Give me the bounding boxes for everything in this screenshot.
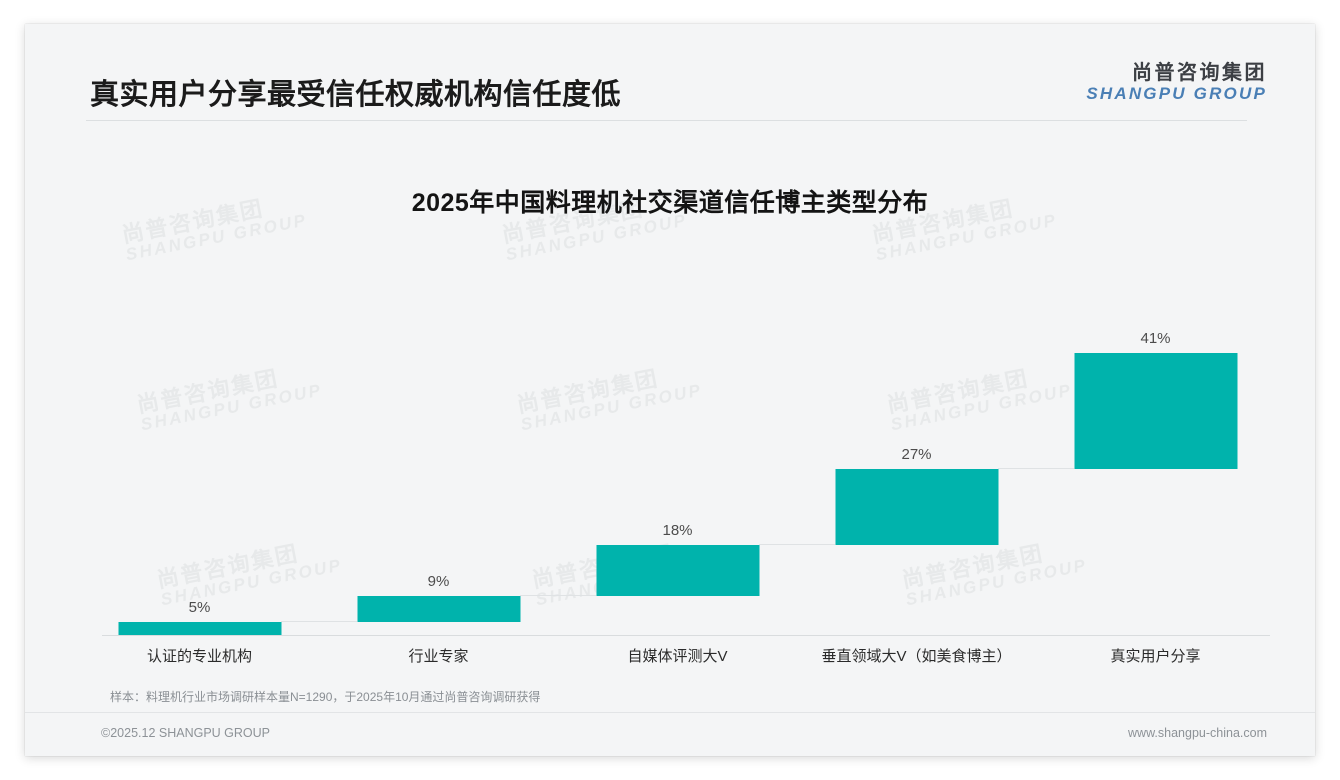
bar-value-label: 9%	[427, 573, 450, 591]
bar-slot: 5%	[80, 241, 319, 636]
brand-logo-cn: 尚普咨询集团	[1132, 62, 1267, 84]
chart-block: 2025年中国料理机社交渠道信任博主类型分布 5% 9% 18% 27% 41% 认证的…	[25, 121, 1315, 681]
bar-slot: 27%	[797, 241, 1036, 636]
slide-header: 真实用户分享最受信任权威机构信任度低 尚普咨询集团 SHANGPU GROUP	[25, 24, 1315, 121]
chart-title: 2025年中国料理机社交渠道信任博主类型分布	[411, 189, 929, 217]
bar[interactable]	[118, 621, 281, 636]
connector-line	[998, 468, 1074, 470]
x-axis-label: 真实用户分享	[1110, 648, 1201, 665]
x-axis-label: 行业专家	[408, 648, 469, 665]
bar[interactable]	[835, 469, 998, 546]
x-axis-line	[102, 635, 1270, 636]
x-axis-label: 认证的专业机构	[146, 648, 252, 665]
bar-slot: 18%	[558, 241, 797, 636]
bar-slot: 41%	[1036, 241, 1275, 636]
bar-value-label: 41%	[1140, 330, 1171, 347]
slide-footer: ©2025.12 SHANGPU GROUP www.shangpu-china…	[25, 712, 1315, 756]
slide-card: 尚普咨询集团 SHANGPU GROUP 尚普咨询集团 SHANGPU GROU…	[25, 24, 1315, 756]
bar-value-label: 27%	[901, 446, 932, 464]
brand-logo: 尚普咨询集团 SHANGPU GROUP	[1086, 62, 1267, 103]
bar-slot: 9%	[319, 241, 558, 636]
bar-value-label: 5%	[188, 598, 211, 616]
header-divider	[86, 120, 1247, 121]
x-axis-labels: 认证的专业机构 行业专家 自媒体评测大V 垂直领域大V（如美食博主） 真实用户分享	[80, 645, 1275, 675]
x-axis-label: 自媒体评测大V	[627, 648, 728, 665]
brand-logo-en: SHANGPU GROUP	[1086, 84, 1267, 104]
bar[interactable]	[1074, 353, 1237, 470]
bar[interactable]	[357, 596, 520, 622]
page-title: 真实用户分享最受信任权威机构信任度低	[90, 79, 622, 111]
x-axis-label: 垂直领域大V（如美食博主）	[821, 648, 1012, 665]
connector-line	[520, 595, 596, 597]
source-note: 样本：料理机行业市场调研样本量N=1290，于2025年10月通过尚普咨询调研获…	[110, 690, 541, 704]
website-link[interactable]: www.shangpu-china.com	[1128, 726, 1267, 740]
copyright-text: ©2025.12 SHANGPU GROUP	[101, 726, 270, 740]
connector-line	[759, 544, 835, 546]
connector-line	[281, 620, 357, 622]
bar-value-label: 18%	[662, 522, 693, 540]
plot-area: 5% 9% 18% 27% 41%	[80, 241, 1275, 636]
bar[interactable]	[596, 545, 759, 597]
